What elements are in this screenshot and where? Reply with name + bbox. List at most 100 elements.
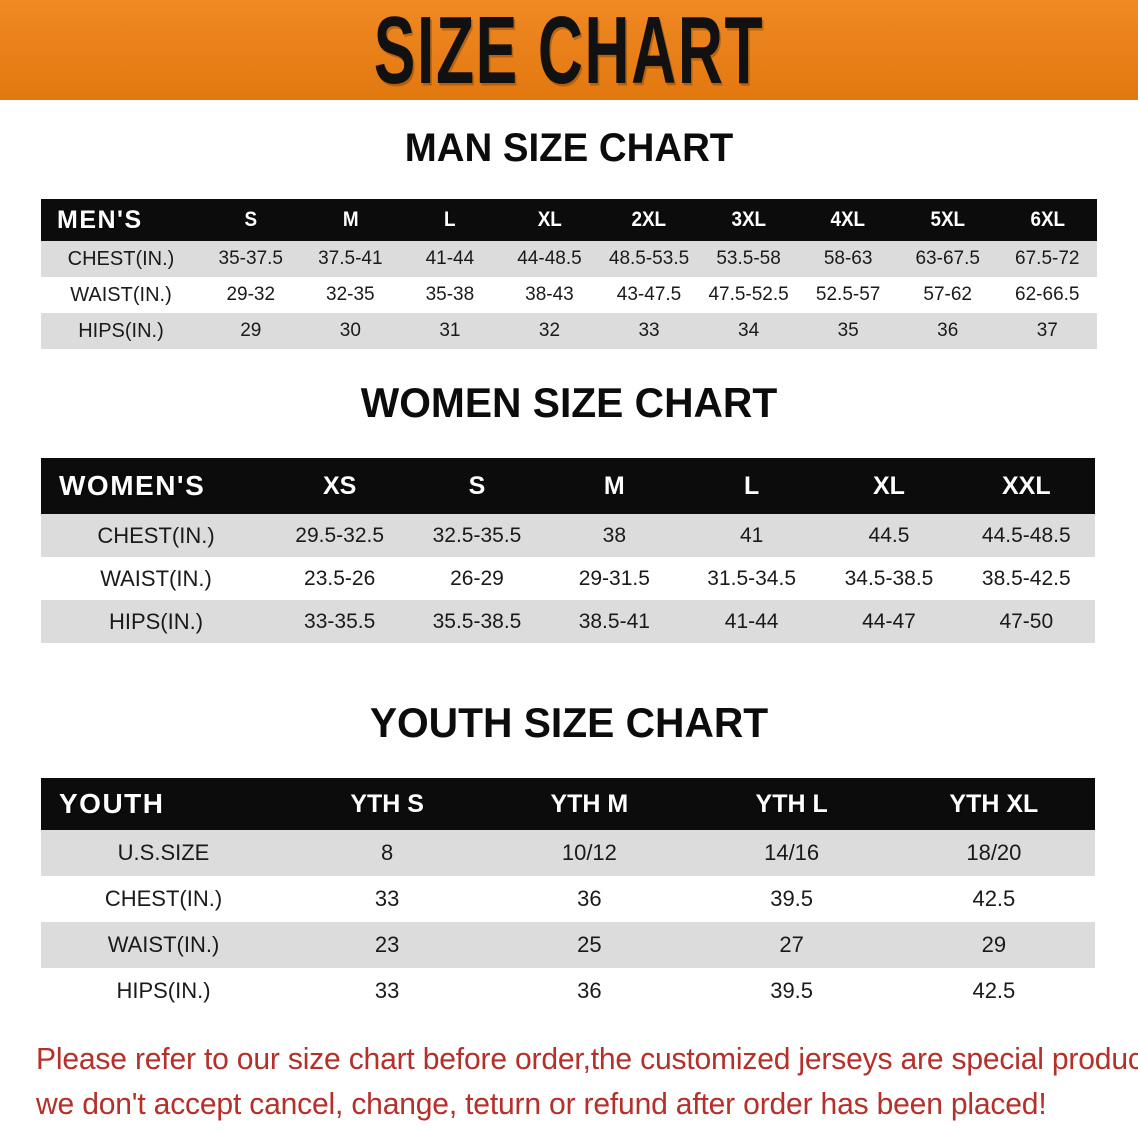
measurement-cell: 23.5-26 [304, 566, 376, 590]
measurement-cell: 47.5-52.5 [708, 284, 789, 305]
man-table-header-row: MEN'S S M L XL 2XL 3XL 4XL 5XL 6XL [41, 199, 1097, 241]
measurement-cell: 33 [374, 886, 400, 911]
women-table-header-row: WOMEN'S XS S M L XL XXL [41, 458, 1095, 514]
measurement-cell: 38-43 [525, 284, 574, 305]
youth-size-column-header: YTH M [550, 789, 629, 818]
row-measure-label: WAIST(IN.) [100, 565, 212, 591]
measurement-cell: 53.5-58 [716, 248, 781, 269]
measurement-cell: 29 [240, 320, 262, 341]
measurement-cell: 23 [374, 932, 400, 957]
table-row: WAIST(IN.) 23 25 27 29 [41, 922, 1095, 968]
youth-table-header-row: YOUTH YTH S YTH M YTH L YTH XL [41, 778, 1095, 830]
measurement-cell: 10/12 [561, 840, 617, 865]
measurement-cell: 38.5-41 [578, 609, 650, 633]
women-table-header-label: WOMEN'S [59, 470, 206, 501]
disclaimer-line-1: Please refer to our size chart before or… [36, 1041, 1138, 1076]
table-row: HIPS(IN.) 29 30 31 32 33 34 35 36 37 [41, 313, 1097, 349]
measurement-cell: 31.5-34.5 [707, 566, 797, 590]
man-size-column-header: M [342, 208, 359, 231]
women-size-column-header: XL [873, 471, 905, 500]
disclaimer-line-2: we don't accept cancel, change, teturn o… [36, 1086, 1047, 1121]
youth-table-header-label: YOUTH [59, 788, 165, 819]
row-measure-label: HIPS(IN.) [116, 978, 211, 1003]
women-size-column-header: M [603, 471, 625, 500]
row-measure-label: CHEST(IN.) [67, 247, 175, 270]
man-size-column-header: 6XL [1029, 208, 1065, 231]
youth-size-column-header: YTH L [755, 789, 828, 818]
man-size-column-header: L [444, 208, 456, 231]
measurement-cell: 31 [439, 320, 461, 341]
measurement-cell: 39.5 [770, 886, 814, 911]
measurement-cell: 27 [779, 932, 804, 957]
youth-section-title: YOUTH SIZE CHART [369, 699, 769, 746]
row-measure-label: HIPS(IN.) [108, 608, 204, 634]
measurement-cell: 32-35 [326, 284, 375, 305]
measurement-cell: 62-66.5 [1015, 284, 1080, 305]
man-table-header-label: MEN'S [57, 205, 143, 234]
youth-size-column-header: YTH XL [949, 789, 1039, 818]
table-row: WAIST(IN.) 23.5-26 26-29 29-31.5 31.5-34.5 34… [41, 557, 1095, 600]
measurement-cell: 42.5 [972, 886, 1016, 911]
measurement-cell: 36 [937, 320, 959, 341]
measurement-cell: 35-38 [425, 284, 475, 305]
man-size-column-header: 5XL [930, 208, 966, 231]
measurement-cell: 57-62 [923, 284, 973, 305]
man-size-column-header: XL [537, 208, 562, 231]
measurement-cell: 14/16 [764, 840, 820, 865]
row-measure-label: CHEST(IN.) [97, 522, 215, 548]
table-row: U.S.SIZE 8 10/12 14/16 18/20 [41, 830, 1095, 876]
measurement-cell: 41 [739, 523, 764, 547]
measurement-cell: 33 [638, 320, 660, 341]
measurement-cell: 30 [339, 320, 361, 341]
measurement-cell: 41-44 [425, 248, 475, 269]
man-section-title: MAN SIZE CHART [404, 126, 734, 170]
measurement-cell: 36 [577, 978, 602, 1003]
measurement-cell: 42.5 [972, 978, 1016, 1003]
measurement-cell: 41-44 [724, 609, 779, 633]
measurement-cell: 44-47 [862, 609, 916, 633]
man-size-column-header: S [244, 208, 258, 231]
measurement-cell: 38 [602, 523, 626, 547]
table-row: HIPS(IN.) 33-35.5 35.5-38.5 38.5-41 41-44 44-… [41, 600, 1095, 643]
measurement-cell: 44.5 [868, 523, 910, 547]
measurement-cell: 33-35.5 [304, 609, 376, 633]
measurement-cell: 18/20 [966, 840, 1022, 865]
man-size-column-header: 4XL [830, 208, 866, 231]
measurement-cell: 29.5-32.5 [295, 523, 385, 547]
measurement-cell: 29 [981, 932, 1007, 957]
measurement-cell: 67.5-72 [1015, 248, 1080, 269]
man-size-column-header: 2XL [631, 208, 667, 231]
measurement-cell: 39.5 [770, 978, 814, 1003]
measurement-cell: 29-32 [226, 284, 276, 305]
women-size-column-header: L [744, 471, 760, 500]
measurement-cell: 26-29 [450, 566, 504, 590]
table-row: CHEST(IN.) 29.5-32.5 32.5-35.5 38 41 44.5 44.5… [41, 514, 1095, 557]
measurement-cell: 35-37.5 [218, 248, 283, 269]
measurement-cell: 47-50 [999, 609, 1054, 633]
measurement-cell: 44-48.5 [517, 248, 582, 269]
measurement-cell: 37.5-41 [318, 248, 383, 269]
order-policy-disclaimer: Please refer to our size chart before or… [36, 1036, 1138, 1126]
measurement-cell: 8 [381, 840, 394, 865]
women-size-table: WOMEN'S XS S M L XL XXL CHEST(IN.) 29.5-32.5 32.5… [41, 458, 1095, 643]
banner-title: SIZE CHART [373, 0, 765, 100]
measurement-cell: 32 [538, 320, 561, 341]
women-size-column-header: XS [322, 471, 357, 500]
measurement-cell: 36 [577, 886, 602, 911]
man-size-table: MEN'S S M L XL 2XL 3XL 4XL 5XL 6XL CHEST(IN.) 35-37… [41, 199, 1097, 349]
table-row: CHEST(IN.) 35-37.5 37.5-41 41-44 44-48.5 48.5… [41, 241, 1097, 277]
measurement-cell: 25 [577, 932, 602, 957]
table-row: HIPS(IN.) 33 36 39.5 42.5 [41, 968, 1095, 1014]
row-measure-label: WAIST(IN.) [70, 283, 172, 306]
table-row: WAIST(IN.) 29-32 32-35 35-38 38-43 43-47.5 47.… [41, 277, 1097, 313]
measurement-cell: 33 [374, 978, 400, 1003]
page-banner: SIZE CHART [0, 0, 1138, 100]
table-row: CHEST(IN.) 33 36 39.5 42.5 [41, 876, 1095, 922]
row-measure-label: HIPS(IN.) [78, 319, 164, 342]
women-size-column-header: XXL [1001, 471, 1051, 500]
measurement-cell: 35 [837, 320, 859, 341]
measurement-cell: 29-31.5 [578, 566, 650, 590]
row-measure-label: WAIST(IN.) [107, 932, 220, 957]
measurement-cell: 34 [738, 320, 760, 341]
